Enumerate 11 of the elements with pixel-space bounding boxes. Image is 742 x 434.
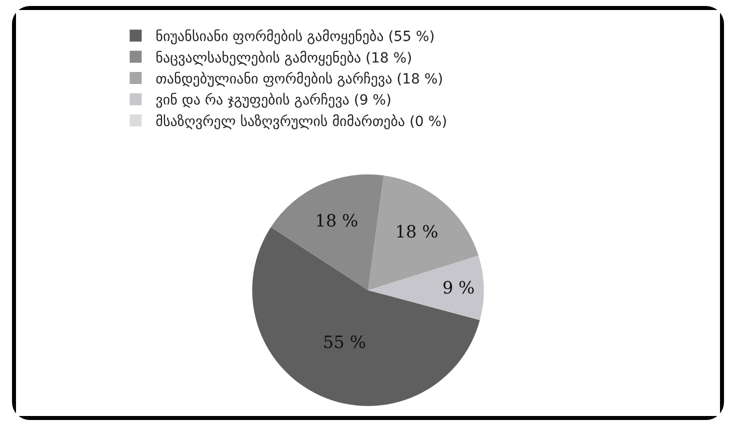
data-label: 18 % (315, 212, 358, 232)
legend-label: ნიუანსიანი ფორმების გამოყენება (55 %) (156, 29, 435, 46)
data-label: 18 % (395, 222, 438, 243)
legend-label: მსაზღვრელ საზღვრულის მიმართება (0 %) (156, 114, 448, 130)
legend-label: ნაცვალსახელების გამოყენება (18 %) (156, 50, 412, 66)
legend-label: ვინ და რა ჯგუფების გარჩევა (9 %) (156, 92, 392, 109)
pie-slice (368, 256, 484, 320)
data-label: 55 % (322, 333, 366, 354)
legend-label: თანდებულიანი ფორმების გარჩევა (18 %) (156, 71, 444, 88)
data-label: 9 % (442, 278, 475, 298)
pie-slice (270, 174, 384, 290)
